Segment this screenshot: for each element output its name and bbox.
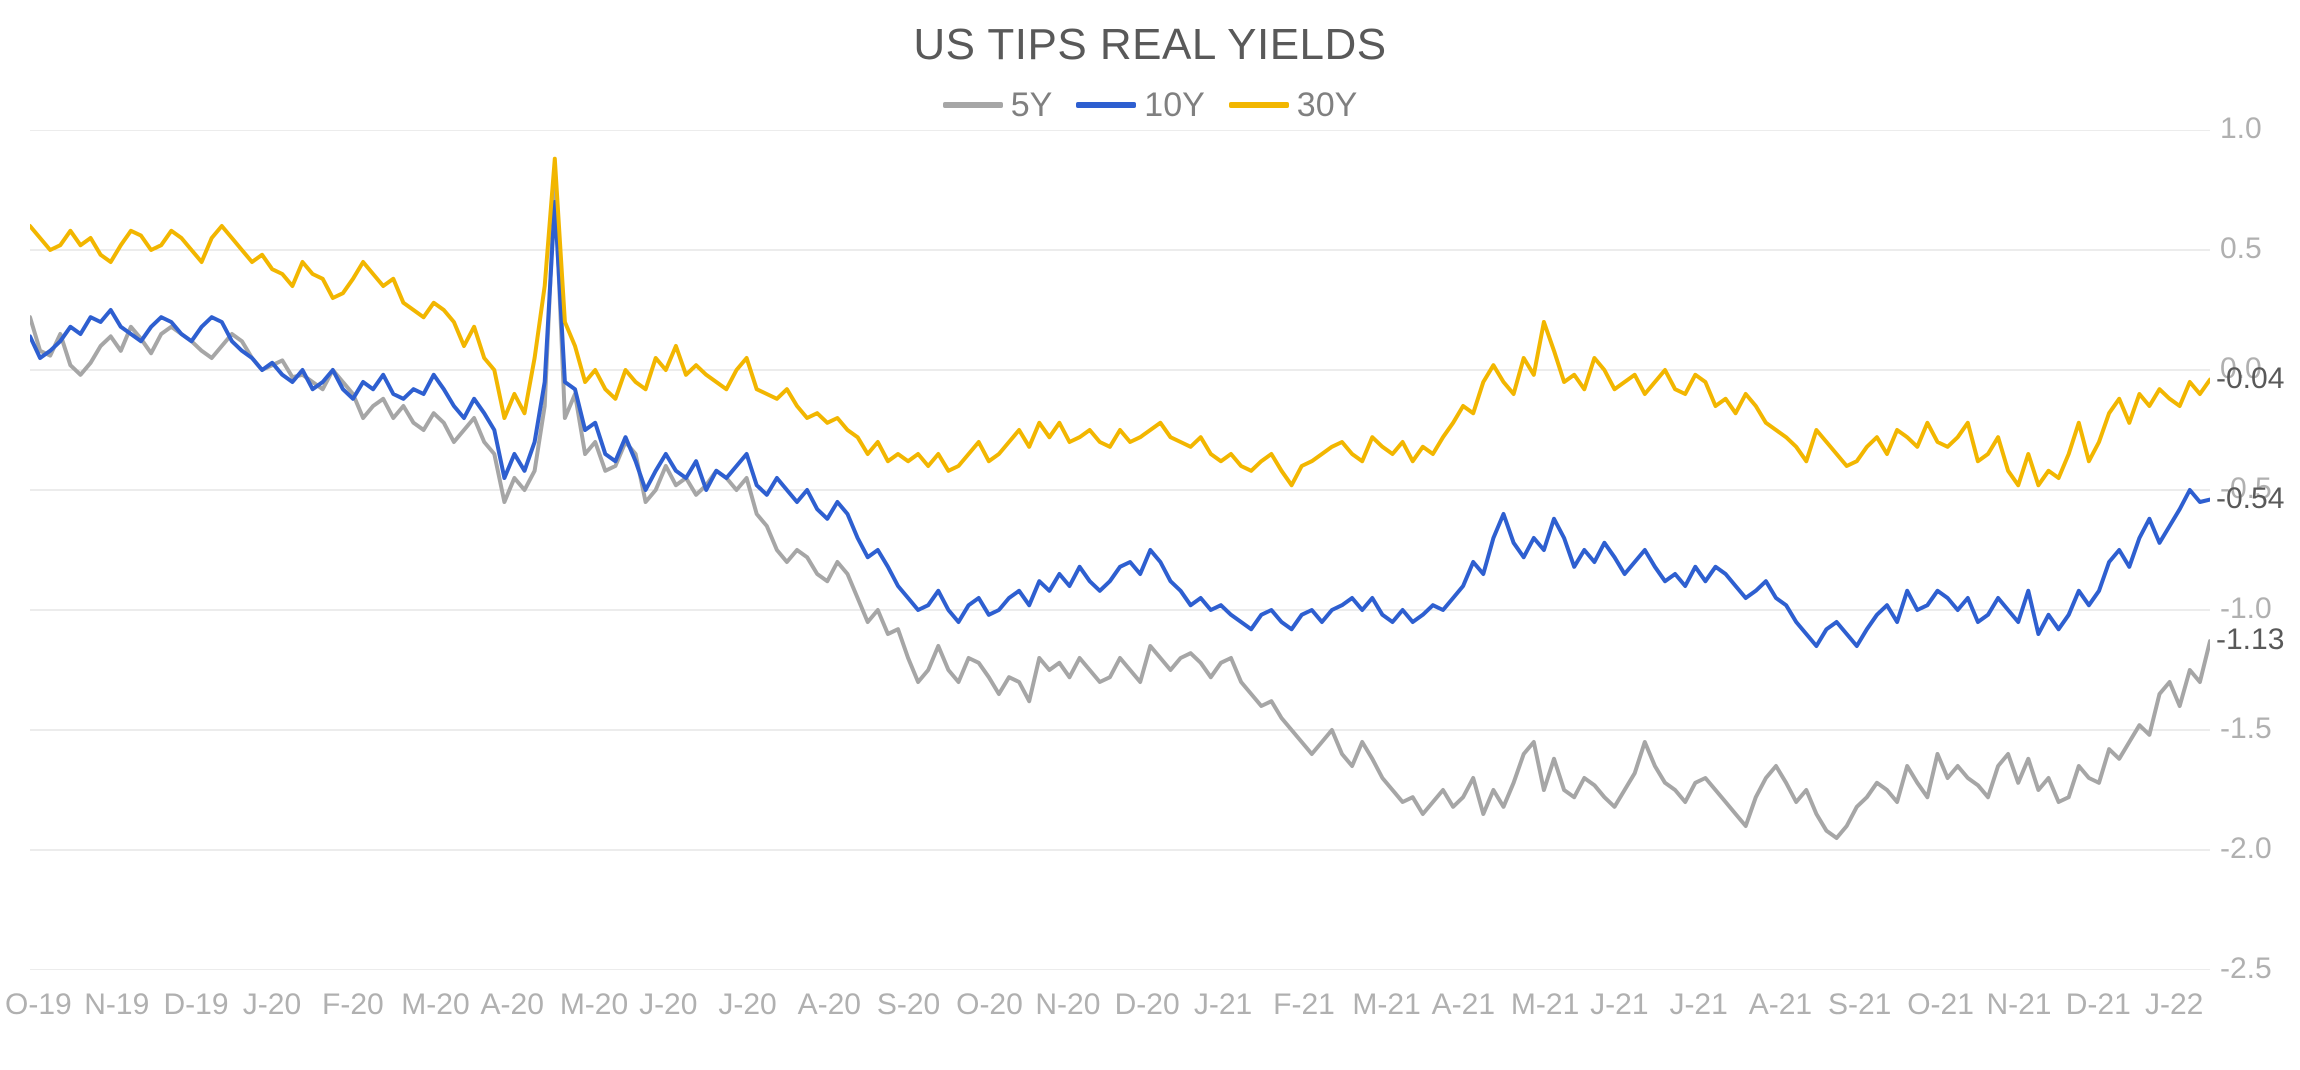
legend-item-5y: 5Y [943, 86, 1053, 125]
x-tick-label: A-20 [798, 988, 861, 1022]
x-tick-label: J-20 [639, 988, 697, 1022]
x-tick-label: A-21 [1432, 988, 1495, 1022]
y-tick-label: -1.5 [2220, 712, 2272, 746]
chart-container: US TIPS REAL YIELDS 5Y10Y30Y 1.00.50.0-0… [0, 0, 2300, 1070]
x-tick-label: J-21 [1590, 988, 1648, 1022]
x-tick-label: A-21 [1749, 988, 1812, 1022]
x-tick-label: O-21 [1907, 988, 1974, 1022]
x-tick-label: D-20 [1115, 988, 1180, 1022]
legend-item-10y: 10Y [1076, 86, 1205, 125]
x-tick-label: F-20 [322, 988, 384, 1022]
x-tick-label: F-21 [1273, 988, 1335, 1022]
x-tick-label: M-21 [1352, 988, 1420, 1022]
x-tick-label: O-20 [956, 988, 1023, 1022]
x-tick-label: M-20 [560, 988, 628, 1022]
chart-title: US TIPS REAL YIELDS [0, 20, 2300, 70]
x-tick-label: J-22 [2145, 988, 2203, 1022]
x-tick-label: J-20 [243, 988, 301, 1022]
x-tick-label: N-20 [1035, 988, 1100, 1022]
x-tick-label: S-21 [1828, 988, 1891, 1022]
y-tick-label: -2.5 [2220, 952, 2272, 986]
legend-label: 30Y [1297, 86, 1358, 125]
end-label-30y: -0.04 [2216, 362, 2284, 396]
legend-swatch [943, 102, 1003, 108]
y-tick-label: 1.0 [2220, 112, 2262, 146]
y-tick-label: 0.5 [2220, 232, 2262, 266]
x-tick-label: N-21 [1986, 988, 2051, 1022]
x-tick-label: A-20 [481, 988, 544, 1022]
x-tick-label: J-20 [718, 988, 776, 1022]
legend-label: 10Y [1144, 86, 1205, 125]
x-tick-label: J-21 [1194, 988, 1252, 1022]
end-label-5y: -1.13 [2216, 623, 2284, 657]
legend-swatch [1229, 102, 1289, 108]
x-tick-label: S-20 [877, 988, 940, 1022]
x-tick-label: N-19 [84, 988, 149, 1022]
x-tick-label: D-21 [2066, 988, 2131, 1022]
x-tick-label: J-21 [1669, 988, 1727, 1022]
series-line-30y [30, 159, 2210, 485]
x-tick-label: D-19 [164, 988, 229, 1022]
legend-item-30y: 30Y [1229, 86, 1358, 125]
series-line-5y [30, 183, 2210, 838]
x-tick-label: M-20 [401, 988, 469, 1022]
legend-swatch [1076, 102, 1136, 108]
chart-plot-area [30, 130, 2210, 970]
x-tick-label: M-21 [1511, 988, 1579, 1022]
x-tick-label: O-19 [5, 988, 72, 1022]
legend-label: 5Y [1011, 86, 1053, 125]
y-tick-label: -2.0 [2220, 832, 2272, 866]
y-tick-label: -1.0 [2220, 592, 2272, 626]
chart-legend: 5Y 10Y 30Y [0, 78, 2300, 125]
end-label-10y: -0.54 [2216, 482, 2284, 516]
